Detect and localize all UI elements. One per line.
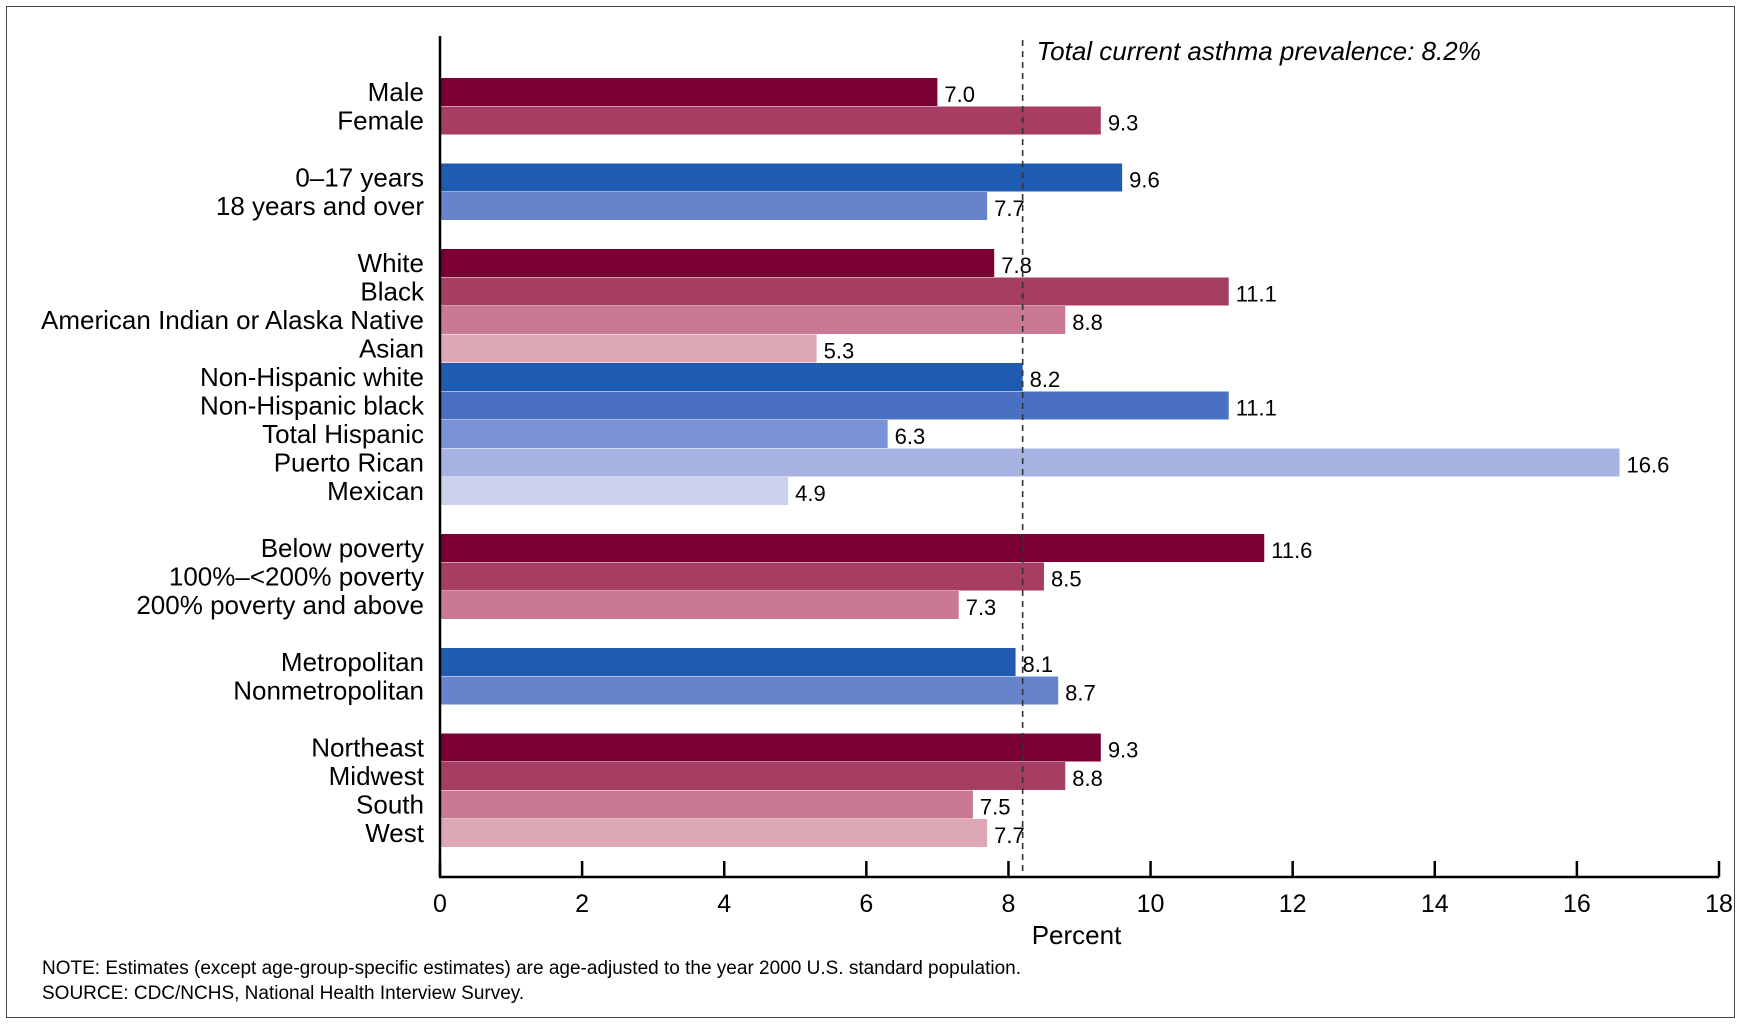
category-label: Midwest	[329, 761, 425, 791]
category-label: 200% poverty and above	[136, 590, 424, 620]
bar	[440, 78, 938, 106]
category-label: Northeast	[311, 733, 424, 763]
data-label: 7.8	[1001, 253, 1032, 278]
category-label: Nonmetropolitan	[233, 676, 424, 706]
x-tick-label: 18	[1705, 890, 1733, 918]
x-tick-label: 0	[433, 890, 447, 918]
bar	[440, 762, 1066, 790]
chart-note: NOTE: Estimates (except age-group-specif…	[42, 958, 1022, 979]
data-label: 5.3	[824, 339, 855, 364]
x-axis-title: Percent	[1032, 920, 1122, 950]
data-label: 11.6	[1271, 538, 1312, 563]
x-tick-label: 8	[1001, 890, 1015, 918]
category-label: Below poverty	[261, 533, 424, 563]
bar	[440, 534, 1265, 562]
category-label: Male	[368, 77, 424, 107]
category-label: 0–17 years	[295, 163, 424, 193]
data-label: 9.6	[1129, 168, 1160, 193]
bar	[440, 733, 1101, 762]
bar	[440, 334, 817, 363]
data-label: 9.3	[1108, 111, 1139, 136]
category-label: Metropolitan	[281, 647, 424, 677]
reference-line-label: Total current asthma prevalence: 8.2%	[1037, 36, 1481, 66]
data-label: 8.2	[1030, 367, 1061, 392]
category-label: South	[356, 790, 424, 820]
x-tick-label: 2	[575, 890, 589, 918]
data-label: 11.1	[1236, 396, 1277, 421]
data-label: 9.3	[1108, 738, 1139, 763]
bar	[440, 192, 988, 220]
bar	[440, 163, 1123, 192]
data-label: 7.7	[994, 823, 1025, 848]
category-label: Mexican	[327, 476, 424, 506]
bar	[440, 420, 888, 448]
data-label: 7.7	[994, 196, 1025, 221]
data-label: 8.5	[1051, 567, 1082, 592]
bar	[440, 249, 995, 277]
category-label: 18 years and over	[216, 191, 424, 221]
data-label: 7.0	[944, 82, 975, 107]
bar	[440, 562, 1044, 591]
data-label: 8.8	[1072, 766, 1103, 791]
bar	[440, 363, 1023, 391]
bar	[440, 448, 1620, 477]
data-label: 6.3	[895, 424, 926, 449]
data-label: 8.1	[1023, 652, 1054, 677]
category-label: American Indian or Alaska Native	[41, 305, 424, 335]
data-label: 11.1	[1236, 282, 1277, 307]
bar	[440, 477, 789, 505]
category-label: White	[358, 248, 424, 278]
x-tick-label: 16	[1563, 890, 1591, 918]
category-label: Female	[337, 106, 424, 136]
chart-source: SOURCE: CDC/NCHS, National Health Interv…	[42, 983, 525, 1004]
x-tick-label: 14	[1421, 890, 1449, 918]
data-label: 8.7	[1065, 681, 1096, 706]
x-tick-label: 6	[859, 890, 873, 918]
category-label: Asian	[359, 334, 424, 364]
bar	[440, 391, 1229, 420]
bar	[440, 277, 1229, 306]
category-label: Puerto Rican	[274, 448, 424, 478]
x-tick-label: 4	[717, 890, 731, 918]
data-label: 7.3	[966, 595, 997, 620]
x-tick-label: 10	[1137, 890, 1165, 918]
x-tick-label: 12	[1279, 890, 1307, 918]
data-label: 7.5	[980, 795, 1011, 820]
bar	[440, 676, 1059, 705]
category-label: Non-Hispanic white	[200, 362, 424, 392]
category-label: 100%–<200% poverty	[169, 562, 424, 592]
category-label: Black	[360, 277, 425, 307]
bar	[440, 306, 1066, 334]
data-label: 4.9	[795, 481, 826, 506]
bar	[440, 106, 1101, 135]
data-label: 16.6	[1627, 453, 1670, 478]
bar	[440, 648, 1016, 676]
bar	[440, 591, 959, 619]
data-label: 8.8	[1072, 310, 1103, 335]
category-label: Non-Hispanic black	[200, 391, 425, 421]
category-label: West	[365, 818, 425, 848]
bar	[440, 790, 973, 819]
category-label: Total Hispanic	[262, 419, 424, 449]
bar	[440, 819, 988, 847]
